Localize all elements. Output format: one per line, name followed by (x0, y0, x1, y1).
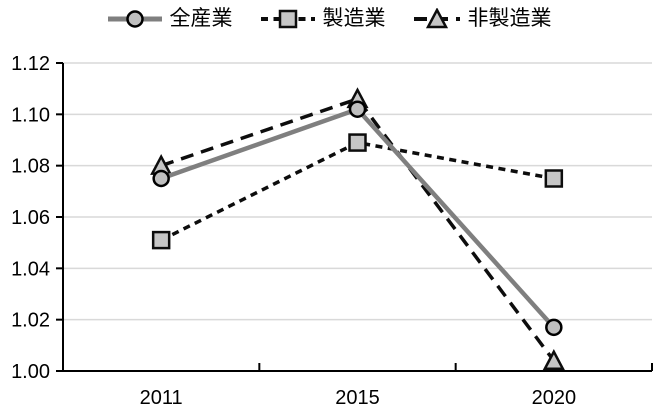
x-tick-label: 2011 (140, 387, 183, 409)
x-tick-label: 2015 (335, 387, 380, 409)
y-tick-label: 1.06 (11, 207, 50, 229)
legend-item-non-manufacturing: 非製造業 (413, 7, 552, 31)
legend-marker-circle-icon (125, 10, 144, 28)
marker-circle-2020 (545, 318, 563, 337)
legend-label-non-manufacturing: 非製造業 (467, 7, 552, 30)
legend: 全産業 製造業 非製造業 (0, 7, 658, 31)
y-tick-label: 1.12 (11, 53, 50, 75)
legend-dashed-line-triangle-icon (413, 8, 460, 29)
legend-label-all-industries: 全産業 (169, 7, 233, 30)
legend-item-manufacturing: 製造業 (260, 7, 386, 31)
marker-square-2015 (348, 133, 367, 152)
y-tick-label: 1.10 (11, 104, 50, 126)
y-tick-label: 1.04 (11, 258, 50, 280)
marker-square-2011 (151, 230, 171, 250)
legend-dashed-line-square-icon (260, 9, 315, 29)
x-tick-label: 2020 (532, 387, 577, 409)
marker-triangle-2020 (542, 349, 565, 370)
y-tick-label: 1.00 (11, 361, 50, 383)
legend-marker-square-icon (278, 9, 297, 29)
y-tick-label: 1.02 (11, 310, 50, 332)
marker-circle-2015 (348, 100, 367, 118)
legend-item-all-industries: 全産業 (107, 7, 233, 31)
marker-circle-2011 (152, 169, 170, 188)
legend-label-manufacturing: 製造業 (322, 7, 386, 30)
marker-square-2020 (544, 169, 564, 188)
legend-solid-line-circle-icon (107, 10, 162, 28)
series-line-non-manufacturing (160, 97, 556, 362)
y-tick-label: 1.08 (11, 156, 50, 178)
legend-marker-triangle-icon (425, 8, 448, 29)
